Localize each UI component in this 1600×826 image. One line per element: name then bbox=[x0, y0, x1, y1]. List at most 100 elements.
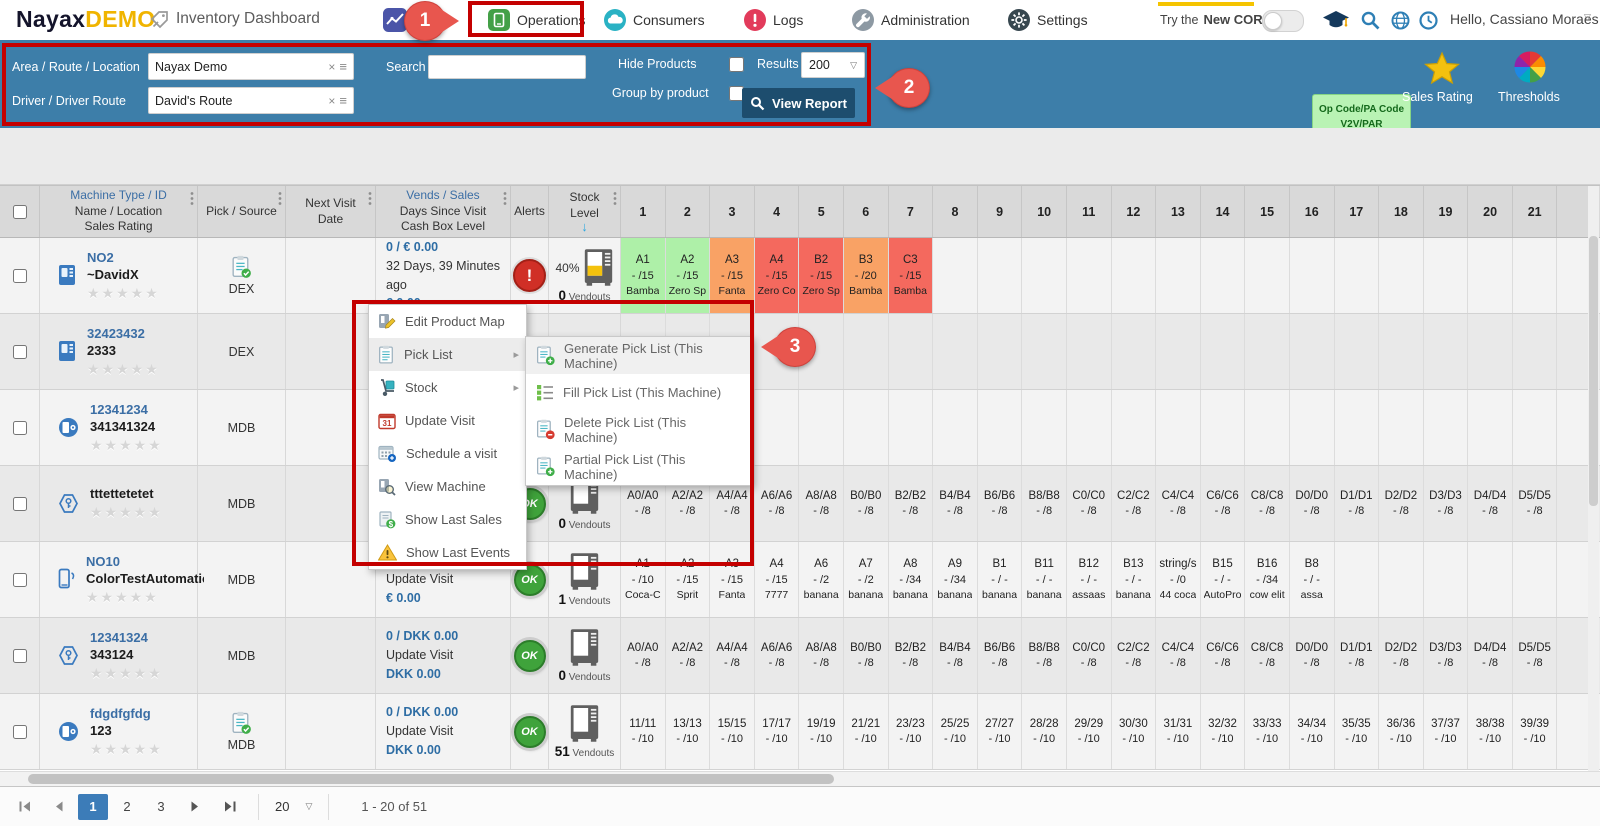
row-checkbox[interactable] bbox=[12, 724, 27, 739]
product-cell[interactable]: A4 - /15 Zero Co bbox=[754, 238, 800, 313]
product-cell[interactable]: A6 - /2 banana bbox=[799, 542, 844, 617]
last-page-button[interactable] bbox=[214, 794, 244, 820]
product-cell[interactable] bbox=[889, 390, 934, 465]
product-cell[interactable] bbox=[755, 314, 800, 389]
product-cell[interactable] bbox=[1201, 314, 1246, 389]
product-cell[interactable] bbox=[1424, 314, 1469, 389]
product-column-header[interactable]: 12 bbox=[1112, 186, 1157, 237]
column-header-pick-source[interactable]: Pick / Source bbox=[198, 186, 286, 237]
product-cell[interactable]: 11/11 - /10 bbox=[621, 694, 666, 769]
sales-rating-star-icon[interactable] bbox=[1424, 51, 1460, 85]
product-cell[interactable] bbox=[933, 390, 978, 465]
product-cell[interactable]: C3 - /15 Bamba bbox=[888, 238, 934, 313]
alert-ok-badge[interactable]: OK bbox=[513, 639, 546, 672]
submenu-item[interactable]: Delete Pick List (This Machine) bbox=[526, 411, 752, 448]
product-cell[interactable]: C0/C0 - /8 bbox=[1067, 618, 1112, 693]
context-menu-item[interactable]: Edit Product Map bbox=[369, 305, 526, 338]
product-cell[interactable]: D0/D0 - /8 bbox=[1290, 618, 1335, 693]
machine-id-link[interactable]: fdgdfgfdg bbox=[90, 705, 151, 721]
product-column-header[interactable]: 21 bbox=[1513, 186, 1558, 237]
product-cell[interactable]: A8 - /34 banana bbox=[889, 542, 934, 617]
product-column-header[interactable]: 10 bbox=[1022, 186, 1067, 237]
nav-item-settings[interactable]: Settings bbox=[1008, 9, 1088, 31]
product-cell[interactable] bbox=[978, 314, 1023, 389]
product-cell[interactable]: string/s - /0 44 coca bbox=[1156, 542, 1201, 617]
horizontal-scrollbar-thumb[interactable] bbox=[28, 774, 834, 784]
product-cell[interactable]: B6/B6 - /8 bbox=[978, 618, 1023, 693]
column-menu-icon[interactable] bbox=[278, 191, 282, 206]
product-cell[interactable] bbox=[1112, 238, 1157, 313]
product-cell[interactable]: B4/B4 - /8 bbox=[933, 466, 978, 541]
product-cell[interactable] bbox=[844, 314, 889, 389]
product-cell[interactable]: D3/D3 - /8 bbox=[1424, 618, 1469, 693]
product-cell[interactable] bbox=[1424, 390, 1469, 465]
machine-id-link[interactable]: 12341324 bbox=[90, 629, 148, 645]
product-cell[interactable]: 38/38 - /10 bbox=[1468, 694, 1513, 769]
product-column-header[interactable]: 9 bbox=[978, 186, 1023, 237]
product-column-header[interactable]: 19 bbox=[1424, 186, 1469, 237]
machine-id-link[interactable]: 32423432 bbox=[87, 325, 145, 341]
product-column-header[interactable]: 8 bbox=[933, 186, 978, 237]
machine-id-link[interactable]: NO2 bbox=[87, 249, 114, 265]
product-cell[interactable] bbox=[1156, 314, 1201, 389]
product-column-header[interactable]: 11 bbox=[1067, 186, 1112, 237]
row-checkbox[interactable] bbox=[12, 344, 27, 359]
context-menu-item[interactable]: Show Last Events bbox=[369, 536, 526, 569]
submenu-item[interactable]: Fill Pick List (This Machine) bbox=[526, 374, 752, 411]
product-cell[interactable]: B0/B0 - /8 bbox=[844, 618, 889, 693]
column-header-stock-level[interactable]: Stock Level ↓ bbox=[549, 186, 621, 237]
product-cell[interactable]: 33/33 - /10 bbox=[1245, 694, 1290, 769]
first-page-button[interactable] bbox=[10, 794, 40, 820]
product-cell[interactable]: B0/B0 - /8 bbox=[844, 466, 889, 541]
product-cell[interactable]: A4/A4 - /8 bbox=[710, 466, 755, 541]
product-cell[interactable]: 36/36 - /10 bbox=[1379, 694, 1424, 769]
column-header-machine[interactable]: Machine Type / ID Name / Location Sales Ra… bbox=[40, 186, 198, 237]
product-cell[interactable]: D2/D2 - /8 bbox=[1379, 618, 1424, 693]
product-column-header[interactable]: 4 bbox=[755, 186, 800, 237]
page-button-2[interactable]: 2 bbox=[123, 799, 131, 814]
product-cell[interactable] bbox=[1379, 314, 1424, 389]
product-cell[interactable]: D5/D5 - /8 bbox=[1513, 618, 1558, 693]
product-cell[interactable] bbox=[710, 390, 755, 465]
driver-route-input[interactable]: David's Route × ≡ bbox=[148, 87, 354, 114]
product-cell[interactable]: D4/D4 - /8 bbox=[1468, 466, 1513, 541]
product-cell[interactable]: C6/C6 - /8 bbox=[1201, 618, 1246, 693]
column-header-alerts[interactable]: Alerts bbox=[511, 186, 549, 237]
horizontal-scrollbar[interactable] bbox=[0, 771, 1600, 786]
product-cell[interactable] bbox=[1067, 238, 1112, 313]
product-cell[interactable]: C4/C4 - /8 bbox=[1156, 618, 1201, 693]
product-cell[interactable]: C6/C6 - /8 bbox=[1201, 466, 1246, 541]
product-column-header[interactable]: 13 bbox=[1156, 186, 1201, 237]
product-cell[interactable] bbox=[1022, 314, 1067, 389]
context-menu-item[interactable]: 31 Update Visit bbox=[369, 404, 526, 437]
page-button-3[interactable]: 3 bbox=[157, 799, 165, 814]
product-cell[interactable] bbox=[1335, 390, 1380, 465]
academy-icon[interactable] bbox=[1322, 9, 1350, 31]
product-cell[interactable] bbox=[1245, 390, 1290, 465]
product-cell[interactable]: 21/21 - /10 bbox=[844, 694, 889, 769]
search-icon[interactable] bbox=[1360, 10, 1381, 31]
product-cell[interactable] bbox=[1112, 314, 1157, 389]
nav-item-logs[interactable]: Logs bbox=[744, 9, 803, 31]
product-cell[interactable] bbox=[755, 390, 800, 465]
product-cell[interactable]: B8/B8 - /8 bbox=[1022, 618, 1067, 693]
product-cell[interactable]: 23/23 - /10 bbox=[889, 694, 934, 769]
product-cell[interactable] bbox=[1468, 390, 1513, 465]
select-all-checkbox[interactable] bbox=[12, 204, 27, 219]
context-menu-item[interactable]: $ Show Last Sales bbox=[369, 503, 526, 536]
product-cell[interactable]: A9 - /34 banana bbox=[933, 542, 978, 617]
product-cell[interactable] bbox=[933, 314, 978, 389]
product-column-header[interactable]: 3 bbox=[710, 186, 755, 237]
product-cell[interactable]: B2/B2 - /8 bbox=[889, 618, 934, 693]
context-menu-item[interactable]: Schedule a visit bbox=[369, 437, 526, 470]
product-cell[interactable]: A7 - /2 banana bbox=[844, 542, 889, 617]
product-cell[interactable]: B4/B4 - /8 bbox=[933, 618, 978, 693]
user-menu-caret-icon[interactable]: ▽ bbox=[1584, 12, 1591, 22]
product-cell[interactable] bbox=[1513, 238, 1558, 313]
search-input[interactable] bbox=[428, 55, 586, 79]
product-cell[interactable]: 32/32 - /10 bbox=[1201, 694, 1246, 769]
product-cell[interactable] bbox=[1335, 238, 1380, 313]
machine-id-link[interactable]: 12341234 bbox=[90, 401, 148, 417]
product-column-header[interactable]: 18 bbox=[1379, 186, 1424, 237]
product-cell[interactable] bbox=[1290, 314, 1335, 389]
